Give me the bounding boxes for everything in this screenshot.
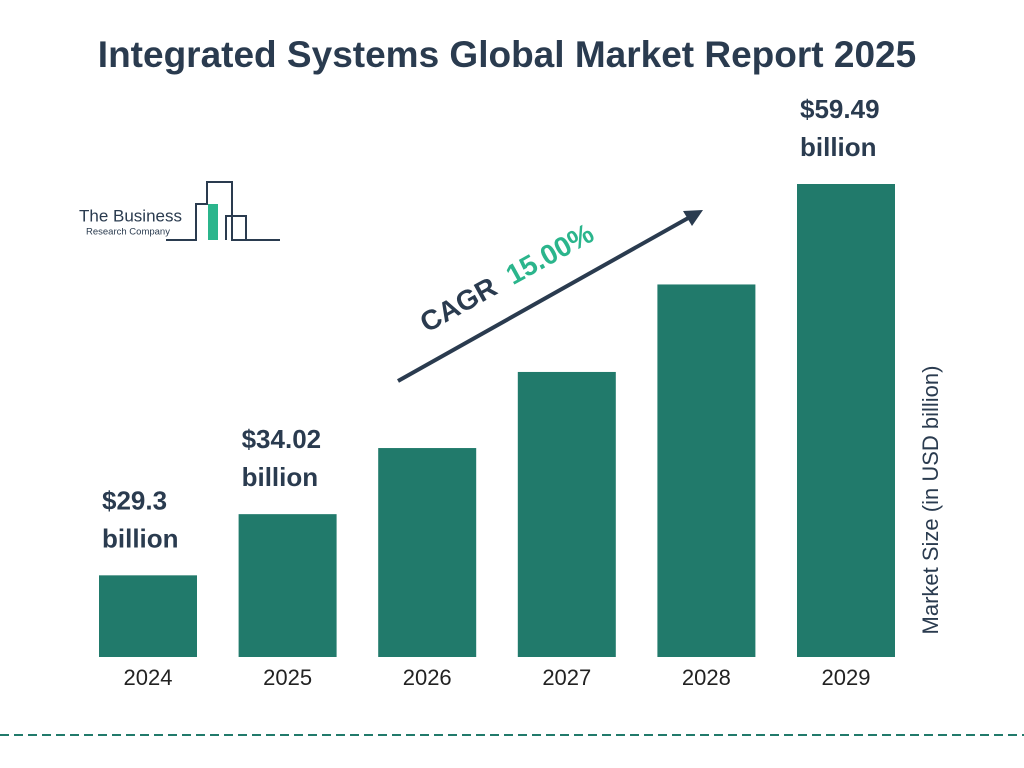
y-axis-label: Market Size (in USD billion) — [918, 366, 943, 635]
value-label-line: billion — [800, 132, 877, 162]
value-label: $34.02 billion — [242, 424, 322, 492]
logo-text: The Business — [79, 206, 182, 225]
bar — [238, 514, 337, 657]
value-label: $29.3 billion — [102, 485, 179, 553]
cagr-value: 15.00% — [501, 218, 599, 291]
x-tick-label: 2027 — [542, 665, 591, 690]
bar — [797, 184, 895, 657]
chart-title: Integrated Systems Global Market Report … — [97, 34, 917, 75]
logo: The Business Research Company — [79, 181, 280, 241]
bar — [517, 371, 616, 657]
value-label-line: $29.3 — [102, 485, 167, 515]
x-tick-label: 2024 — [124, 665, 173, 690]
cagr-arrowhead — [683, 210, 703, 226]
value-label-line: billion — [102, 523, 179, 553]
value-label-line: $59.49 — [800, 94, 880, 124]
bar — [378, 448, 477, 657]
bar — [657, 284, 756, 657]
cagr-arrow — [397, 215, 691, 383]
x-tick-label: 2029 — [822, 665, 871, 690]
logo-shape — [225, 215, 247, 240]
x-tick-label: 2028 — [682, 665, 731, 690]
x-tick-label: 2025 — [263, 665, 312, 690]
logo-shape — [208, 204, 218, 240]
value-label-line: $34.02 — [242, 424, 322, 454]
logo-shape — [166, 181, 280, 241]
logo-text: Research Company — [86, 227, 170, 238]
value-label: $59.49 billion — [800, 94, 880, 162]
value-label-line: billion — [242, 462, 319, 492]
x-tick-label: 2026 — [403, 665, 452, 690]
bar — [99, 575, 197, 657]
